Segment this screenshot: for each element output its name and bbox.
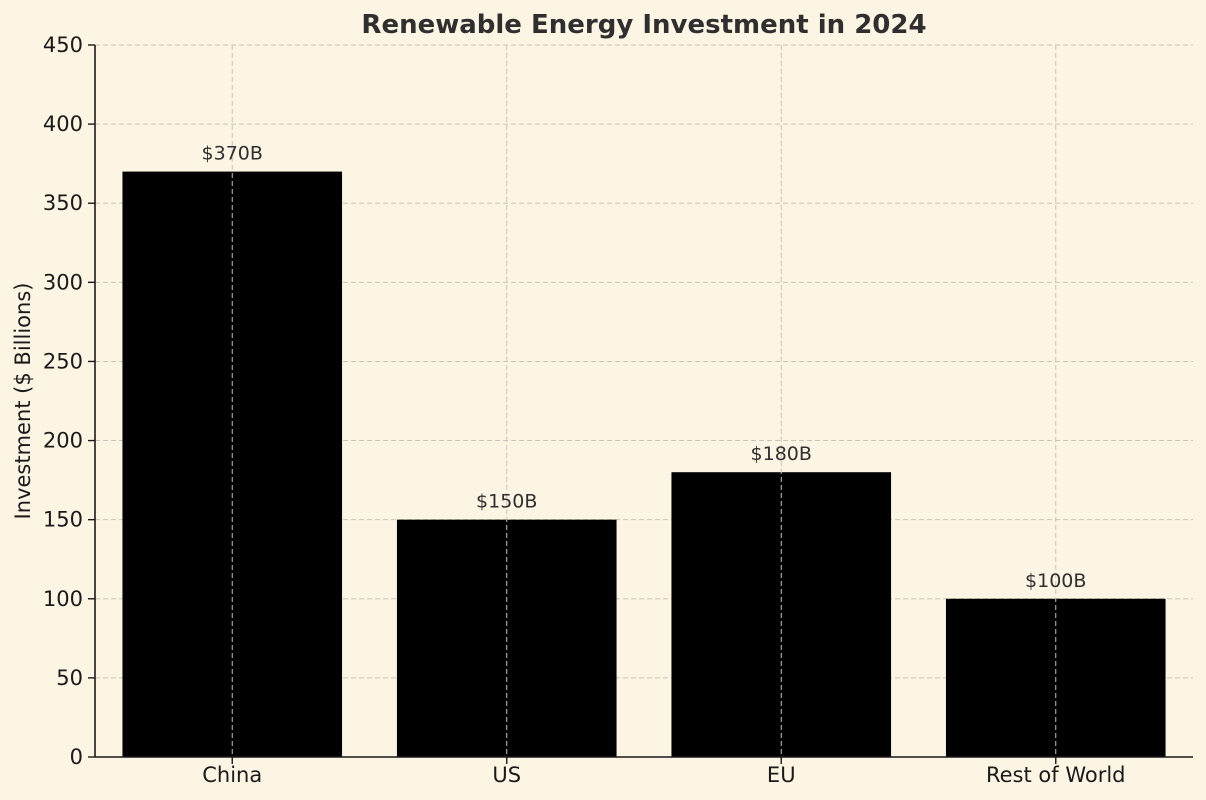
y-tick-label: 0 — [70, 745, 83, 769]
y-tick-label: 150 — [43, 508, 83, 532]
y-ticks: 0 50 100 150 200 250 300 350 400 450 — [43, 33, 95, 769]
chart-title: Renewable Energy Investment in 2024 — [361, 10, 926, 40]
y-tick-label: 300 — [43, 270, 83, 294]
data-labels: $370B $150B $180B $100B — [202, 143, 1087, 592]
x-ticks: China US EU Rest of World — [202, 757, 1126, 787]
x-tick-label: Rest of World — [986, 763, 1126, 787]
y-tick-label: 400 — [43, 112, 83, 136]
y-tick-label: 100 — [43, 587, 83, 611]
axes — [94, 45, 1193, 758]
x-tick-label: US — [492, 763, 521, 787]
bar-value-label: $180B — [751, 443, 812, 465]
bar-value-label: $370B — [202, 143, 263, 165]
x-tick-label: China — [202, 763, 262, 787]
bar-value-label: $150B — [476, 491, 537, 513]
y-tick-label: 200 — [43, 429, 83, 453]
y-tick-label: 50 — [56, 666, 83, 690]
vertical-grid — [231, 45, 1057, 757]
y-tick-label: 350 — [43, 191, 83, 215]
bar-value-label: $100B — [1025, 570, 1086, 592]
y-tick-label: 250 — [43, 349, 83, 373]
bars — [122, 171, 1166, 758]
y-tick-label: 450 — [43, 33, 83, 57]
y-axis-label: Investment ($ Billions) — [11, 283, 35, 520]
x-tick-label: EU — [767, 763, 796, 787]
